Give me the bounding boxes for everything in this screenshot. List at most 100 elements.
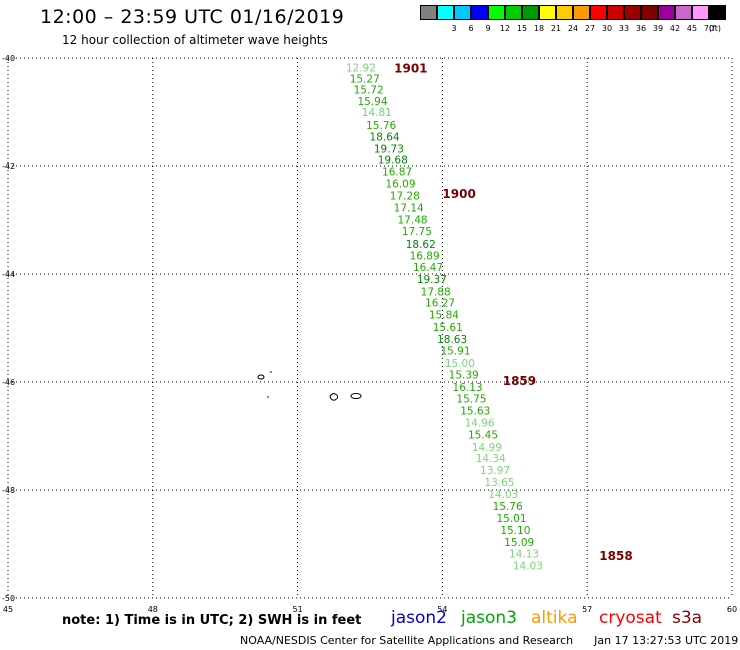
pass-time-label: 1858: [599, 549, 632, 563]
scale-swatch: [692, 5, 709, 20]
wave-height-value: 19.37: [417, 274, 447, 286]
lat-tick-label: -44: [2, 270, 15, 279]
scale-swatch: [641, 5, 658, 20]
wave-height-value: 14.81: [362, 107, 392, 119]
lon-tick-label: 57: [582, 605, 592, 614]
scale-label: 42: [669, 24, 681, 33]
wave-height-value: 15.10: [500, 525, 530, 537]
wave-height-value: 13.65: [484, 477, 514, 489]
wave-height-value: 18.64: [370, 131, 400, 143]
scale-swatch: [658, 5, 675, 20]
satellite-legend-item: jason2: [391, 608, 447, 628]
scale-swatch: [624, 5, 641, 20]
scale-label: 33: [618, 24, 630, 33]
lat-tick-label: -50: [2, 594, 15, 603]
wave-height-value: 16.87: [382, 166, 412, 178]
lat-tick-label: -42: [2, 162, 15, 171]
wave-height-value: 15.91: [440, 346, 470, 358]
scale-label: 24: [567, 24, 579, 33]
scale-swatch: [454, 5, 471, 20]
wave-height-value: 15.45: [468, 429, 498, 441]
wave-height-value: 15.27: [350, 74, 380, 86]
island-shape: [270, 371, 272, 373]
scale-swatch: [675, 5, 692, 20]
satellite-legend-item: altika: [531, 608, 578, 628]
wave-height-value: 14.13: [509, 549, 539, 561]
wave-height-value: 17.75: [402, 226, 432, 238]
wave-height-value: 14.03: [513, 561, 543, 573]
scale-swatch: [522, 5, 539, 20]
wave-height-value: 19.68: [378, 155, 408, 167]
island-shape: [329, 393, 339, 401]
lat-tick-label: -40: [2, 54, 15, 63]
wave-height-value: 15.75: [456, 394, 486, 406]
wave-height-value: 16.27: [425, 298, 455, 310]
wave-height-value: 15.01: [496, 513, 526, 525]
footer-credit: NOAA/NESDIS Center for Satellite Applica…: [240, 634, 738, 647]
island-shape: [267, 396, 269, 398]
units-note: note: 1) Time is in UTC; 2) SWH is in fe…: [62, 613, 362, 628]
scale-swatch: [556, 5, 573, 20]
scale-swatch: [420, 5, 437, 20]
wave-height-value: 16.13: [453, 382, 483, 394]
scale-label: 3: [451, 24, 457, 33]
scale-label: 15: [516, 24, 528, 33]
scale-swatch: [471, 5, 488, 20]
scale-swatch: [505, 5, 522, 20]
wave-height-value: 15.63: [460, 406, 490, 418]
island-shape: [257, 374, 265, 380]
pass-time-label: 1900: [442, 187, 475, 201]
wave-height-value: 15.84: [429, 310, 459, 322]
wave-height-value: 14.34: [476, 453, 506, 465]
lon-tick-label: 48: [148, 605, 158, 614]
scale-swatch: [573, 5, 590, 20]
satellite-legend-item: s3a: [672, 608, 703, 628]
lat-tick-label: -46: [2, 378, 15, 387]
wave-height-value: 13.97: [480, 465, 510, 477]
wave-height-value: 14.03: [488, 489, 518, 501]
wave-height-value: 14.96: [465, 418, 495, 430]
scale-label: 36: [635, 24, 647, 33]
wave-height-value: 12.92: [346, 63, 376, 75]
scale-swatch: [590, 5, 607, 20]
scale-swatch: [488, 5, 505, 20]
wave-height-value: 17.88: [421, 286, 451, 298]
wave-height-value: 16.47: [413, 262, 443, 274]
scale-swatch: [437, 5, 454, 20]
wave-height-value: 15.39: [449, 369, 479, 381]
lon-tick-label: 54: [437, 605, 447, 614]
satellite-legend-item: cryosat: [599, 608, 662, 628]
scale-swatch: [709, 5, 726, 20]
wave-height-value: 15.76: [493, 501, 523, 513]
island-shape: [350, 393, 362, 399]
wave-height-value: 15.09: [504, 537, 534, 549]
scale-label: 27: [584, 24, 596, 33]
wave-height-value: 18.62: [406, 239, 436, 251]
wave-height-value: 17.48: [398, 214, 428, 226]
wave-height-value: 17.28: [390, 191, 420, 203]
satellite-legend-item: jason3: [461, 608, 517, 628]
wave-height-value: 19.73: [374, 144, 404, 156]
lon-tick-label: 60: [727, 605, 737, 614]
wave-height-value: 17.14: [394, 203, 424, 215]
wave-height-value: 15.76: [366, 120, 396, 132]
credit-text: NOAA/NESDIS Center for Satellite Applica…: [240, 634, 574, 647]
page-title: 12:00 – 23:59 UTC 01/16/2019: [40, 6, 345, 28]
scale-label: 30: [601, 24, 613, 33]
scale-label: 6: [468, 24, 474, 33]
lon-tick-label: 51: [293, 605, 303, 614]
wave-height-value: 15.72: [354, 84, 384, 96]
page-subtitle: 12 hour collection of altimeter wave hei…: [62, 33, 328, 47]
scale-label: 12: [499, 24, 511, 33]
wave-height-value: 18.63: [437, 334, 467, 346]
timestamp-text: Jan 17 13:27:53 UTC 2019: [594, 634, 739, 647]
scale-label: 39: [652, 24, 664, 33]
pass-time-label: 1859: [503, 374, 536, 388]
lon-tick-label: 45: [3, 605, 13, 614]
scale-label: 21: [550, 24, 562, 33]
scale-swatch: [539, 5, 556, 20]
lat-tick-label: -48: [2, 486, 15, 495]
pass-time-label: 1901: [394, 62, 427, 76]
scale-label: 70: [703, 24, 715, 33]
wave-height-value: 16.09: [385, 178, 415, 190]
